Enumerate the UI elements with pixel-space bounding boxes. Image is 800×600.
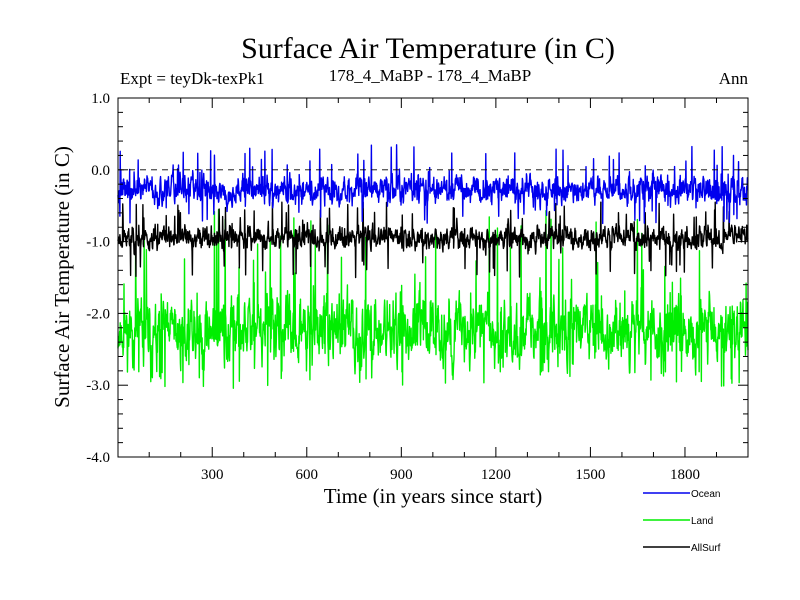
series-line-land	[117, 208, 749, 389]
y-tick-label: 1.0	[91, 91, 110, 107]
legend: Ocean Land AllSurf	[643, 489, 721, 554]
x-tick-label: 600	[296, 467, 319, 483]
x-axis-label: Time (in years since start)	[324, 484, 543, 508]
chart-title: Surface Air Temperature (in C)	[241, 32, 615, 65]
series-line-allsurf	[117, 201, 749, 279]
tick-labels-layer: 300 600 900 1200 1500 1800 1.0 0.0 -1.0 -2.0 -3.0 -…	[86, 91, 700, 483]
y-tick-label: -1.0	[86, 235, 110, 251]
ticks-layer	[118, 97, 748, 458]
y-axis-label: Surface Air Temperature (in C)	[50, 146, 74, 408]
x-tick-label: 300	[201, 467, 224, 483]
y-tick-label: -4.0	[86, 450, 110, 466]
legend-label-allsurf: AllSurf	[691, 543, 721, 554]
x-tick-label: 1800	[670, 467, 700, 483]
y-tick-label: -3.0	[86, 378, 110, 394]
season-label: Ann	[719, 69, 749, 88]
x-tick-label: 900	[390, 467, 413, 483]
legend-label-land: Land	[691, 516, 713, 527]
y-tick-label: -2.0	[86, 306, 110, 322]
series-layer	[117, 144, 749, 389]
series-line-ocean	[117, 144, 749, 225]
run-label: 178_4_MaBP - 178_4_MaBP	[329, 66, 531, 85]
x-tick-label: 1500	[575, 467, 605, 483]
y-tick-label: 0.0	[91, 163, 110, 179]
legend-label-ocean: Ocean	[691, 489, 720, 500]
x-tick-label: 1200	[481, 467, 511, 483]
plot-frame	[117, 97, 749, 458]
expt-label: Expt = teyDk-texPk1	[120, 69, 265, 88]
